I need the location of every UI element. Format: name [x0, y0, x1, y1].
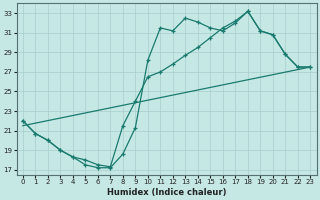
X-axis label: Humidex (Indice chaleur): Humidex (Indice chaleur): [107, 188, 226, 197]
